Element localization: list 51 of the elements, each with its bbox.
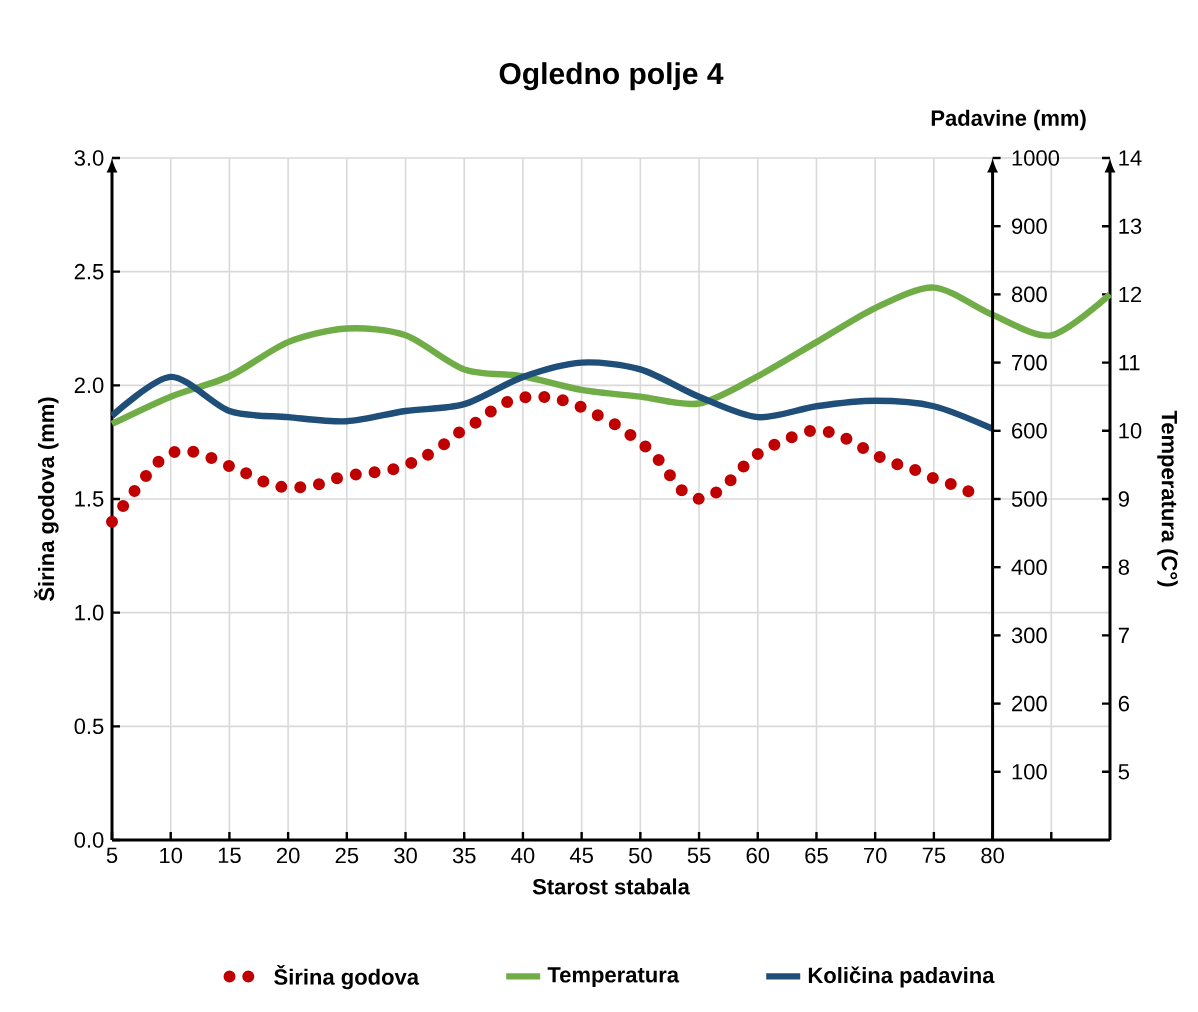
y2-tick-label: 200 bbox=[1012, 695, 1047, 712]
x-tick-label: 80 bbox=[981, 847, 1004, 864]
y3-tick-label: 10 bbox=[1119, 422, 1142, 439]
legend-label: Količina padavina bbox=[808, 966, 995, 988]
x-tick-label: 45 bbox=[569, 847, 593, 864]
x-tick-label: 70 bbox=[864, 847, 887, 864]
y-tick-label: 1.0 bbox=[75, 604, 104, 621]
y2-tick-label: 300 bbox=[1011, 627, 1047, 644]
x-tick-label: 15 bbox=[218, 847, 241, 864]
y3-tick-label: 11 bbox=[1119, 355, 1140, 371]
x-tick-label: 75 bbox=[922, 847, 946, 864]
y-tick-label: 1.5 bbox=[75, 491, 104, 507]
y2-axis-title: Padavine (mm) bbox=[931, 109, 1086, 131]
x-axis-title: Starost stabala bbox=[532, 878, 690, 895]
y-tick-label: 0.0 bbox=[74, 832, 104, 848]
x-tick-label: 65 bbox=[805, 847, 828, 864]
y3-tick-label: 12 bbox=[1119, 286, 1142, 303]
y2-tick-label: 1000 bbox=[1012, 150, 1060, 166]
y2-tick-label: 900 bbox=[1012, 218, 1047, 234]
y3-tick-label: 6 bbox=[1118, 695, 1130, 712]
y2-tick-label: 500 bbox=[1011, 491, 1047, 507]
legend-label: Temperatura bbox=[547, 967, 680, 987]
y3-tick-label: 7 bbox=[1118, 627, 1129, 643]
y-tick-label: 3.0 bbox=[74, 150, 104, 166]
legend-label: Širina godova bbox=[274, 964, 420, 990]
y3-tick-label: 13 bbox=[1119, 218, 1142, 234]
y3-tick-label: 8 bbox=[1118, 559, 1130, 575]
y2-tick-label: 700 bbox=[1012, 354, 1047, 371]
y-tick-label: 2.5 bbox=[74, 263, 104, 280]
x-tick-label: 10 bbox=[160, 847, 183, 864]
y-tick-label: 2.0 bbox=[74, 377, 104, 394]
x-tick-label: 30 bbox=[394, 847, 417, 864]
y3-tick-label: 9 bbox=[1118, 491, 1129, 507]
y2-tick-label: 400 bbox=[1011, 559, 1047, 575]
x-tick-label: 40 bbox=[511, 847, 535, 864]
y-axis-title: Širina godova (mm) bbox=[34, 397, 59, 602]
x-tick-label: 50 bbox=[628, 847, 652, 864]
y-tick-label: 0.5 bbox=[74, 718, 104, 735]
y3-axis-title: Temperatura (C°) bbox=[1157, 410, 1178, 587]
x-tick-label: 35 bbox=[452, 847, 476, 864]
y3-tick-label: 14 bbox=[1119, 150, 1142, 166]
y2-tick-label: 100 bbox=[1012, 763, 1047, 780]
x-tick-label: 20 bbox=[276, 847, 300, 864]
x-tick-label: 60 bbox=[746, 847, 770, 864]
x-tick-label: 5 bbox=[106, 847, 118, 864]
x-tick-label: 25 bbox=[335, 847, 359, 864]
x-tick-label: 55 bbox=[687, 847, 711, 864]
y3-tick-label: 5 bbox=[1118, 764, 1130, 780]
y2-tick-label: 800 bbox=[1011, 286, 1047, 303]
y2-tick-label: 600 bbox=[1012, 422, 1047, 439]
chart-title: Ogledno polje 4 bbox=[499, 62, 724, 91]
